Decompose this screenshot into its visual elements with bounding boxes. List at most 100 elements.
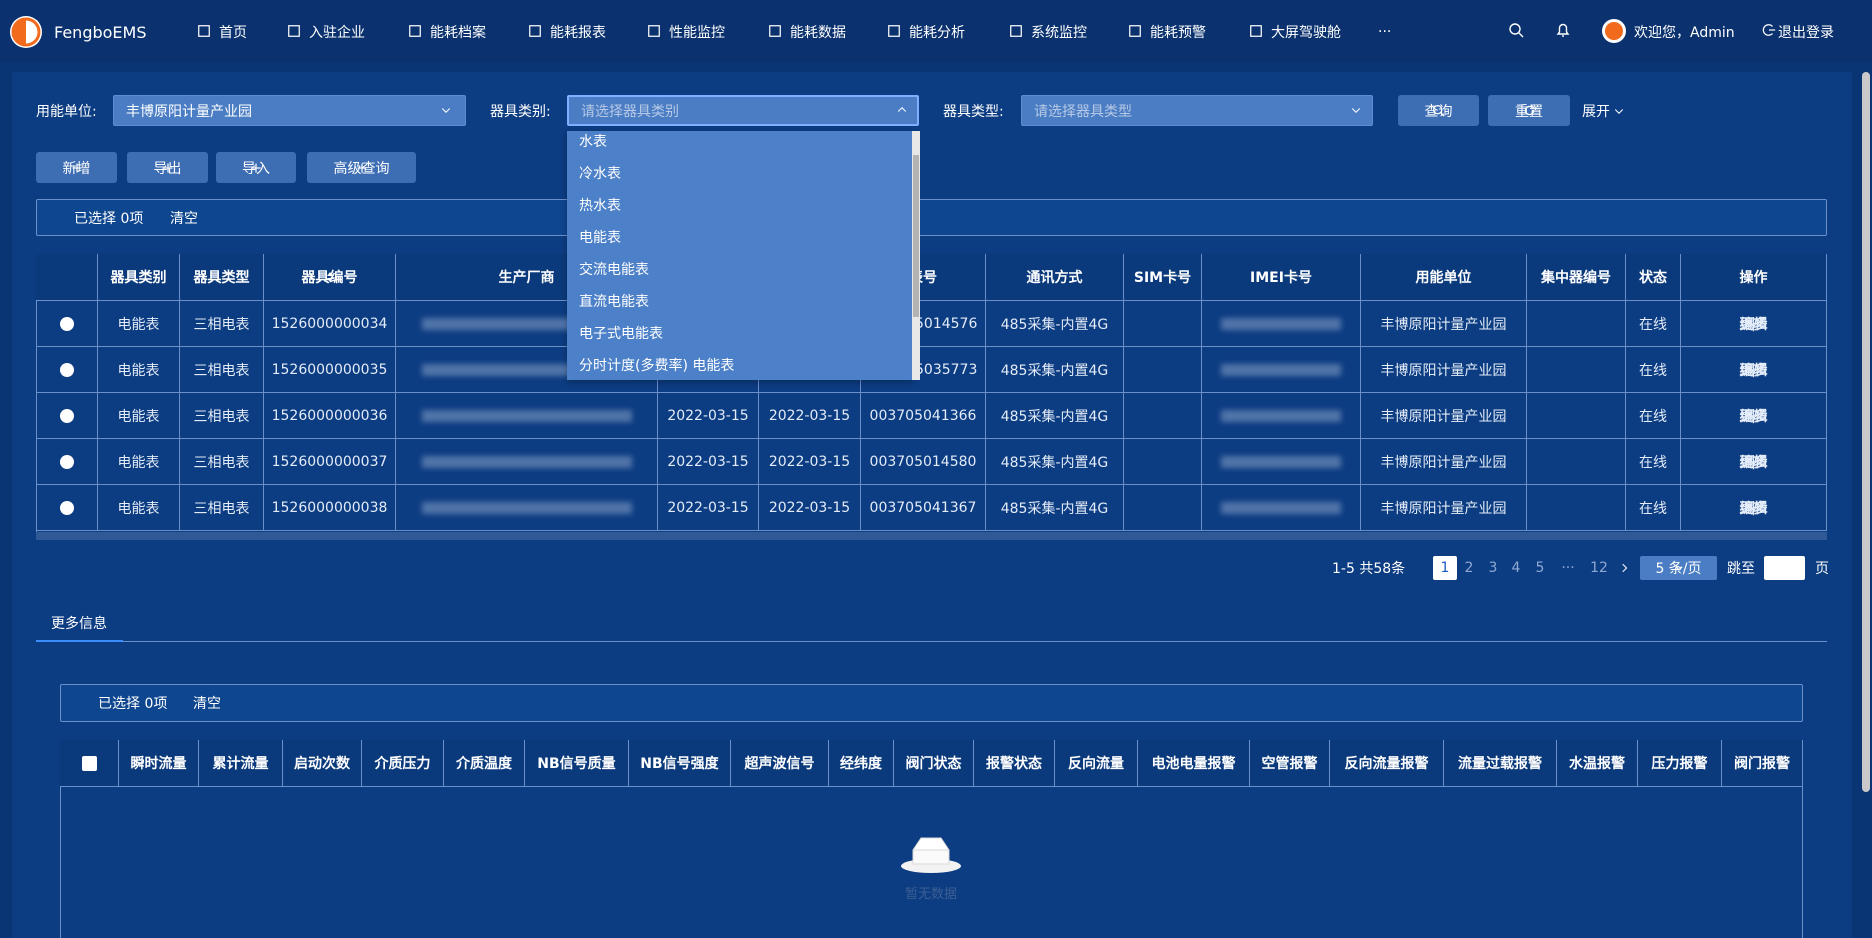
- dropdown-option[interactable]: 电能表: [579, 230, 621, 246]
- nav-icon: [1128, 24, 1142, 38]
- more-link[interactable]: 更多: [1739, 316, 1768, 333]
- table-header-cell: 通讯方式: [986, 254, 1124, 301]
- dropdown-option[interactable]: 交流电能表: [579, 262, 649, 278]
- edit-link[interactable]: 编辑: [1739, 362, 1768, 379]
- cell-text: 丰博原阳计量产业园: [1380, 316, 1507, 333]
- nav-item[interactable]: 能耗档案: [430, 25, 486, 41]
- dropdown-option[interactable]: 直流电能表: [579, 294, 649, 310]
- page-number[interactable]: 1: [1433, 556, 1457, 580]
- table-cell: 485采集-内置4G: [986, 439, 1124, 485]
- page-number[interactable]: 5: [1535, 560, 1545, 576]
- user-name[interactable]: 欢迎您，Admin: [1634, 25, 1735, 41]
- expand-link[interactable]: 展开: [1582, 103, 1610, 120]
- nav-item[interactable]: 能耗数据: [790, 25, 846, 41]
- tab[interactable]: 更多信息: [51, 616, 107, 632]
- header-text: 介质温度: [456, 756, 512, 772]
- category-select[interactable]: 请选择器具类别: [567, 95, 919, 126]
- filter-label: 用能单位:: [36, 103, 97, 120]
- row-radio[interactable]: [59, 362, 74, 377]
- table-cell: 丰博原阳计量产业园: [1361, 301, 1527, 347]
- table-header-cell: 压力报警: [1638, 740, 1722, 787]
- row-radio[interactable]: [59, 316, 74, 331]
- nav-item[interactable]: 入驻企业: [309, 25, 365, 41]
- reset-button[interactable]: 重置: [1488, 95, 1570, 126]
- cell-text: 在线: [1639, 454, 1667, 471]
- header-text: 操作: [1739, 270, 1768, 286]
- table-header-cell: 集中器编号: [1527, 254, 1626, 301]
- cell-text: 三相电表: [193, 454, 250, 471]
- blurred-text: [421, 409, 632, 422]
- toolbar-button[interactable]: 导出: [127, 152, 208, 183]
- table-cell: 三相电表: [180, 301, 264, 347]
- page-label: 页: [1815, 561, 1829, 577]
- nav-item[interactable]: 能耗报表: [550, 25, 606, 41]
- clear-link[interactable]: 清空: [193, 696, 221, 712]
- more-link[interactable]: 更多: [1739, 500, 1768, 517]
- edit-link[interactable]: 编辑: [1739, 408, 1768, 425]
- row-radio[interactable]: [59, 408, 74, 423]
- chevron: [440, 104, 452, 116]
- nav-item[interactable]: 首页: [219, 25, 247, 41]
- table-cell: 三相电表: [180, 347, 264, 393]
- table-header-cell: 阀门报警: [1722, 740, 1803, 787]
- dropdown-option[interactable]: 冷水表: [579, 166, 621, 182]
- goto-input[interactable]: [1764, 556, 1805, 580]
- blurred-text: [1221, 455, 1341, 468]
- table-cell: 1526000000036: [264, 393, 396, 439]
- table-header-cell: 超声波信号: [731, 740, 829, 787]
- tab-active-line: [36, 640, 123, 642]
- page-number[interactable]: 4: [1511, 560, 1521, 576]
- brand[interactable]: FengboEMS: [54, 22, 147, 42]
- table-header-cell: 器具类别: [98, 254, 180, 301]
- nav-item[interactable]: 能耗预警: [1150, 25, 1206, 41]
- more-link[interactable]: 更多: [1739, 408, 1768, 425]
- cell-text: 丰博原阳计量产业园: [1380, 362, 1507, 379]
- nav-item[interactable]: 大屏驾驶舱: [1271, 25, 1341, 41]
- cell-text: 5035773: [915, 361, 978, 378]
- type-select[interactable]: 请选择器具类型: [1021, 95, 1373, 126]
- dropdown-option[interactable]: 分时计度(多费率) 电能表: [579, 358, 735, 374]
- clear-link[interactable]: 清空: [170, 210, 198, 227]
- table-header-cell: 器具类型: [180, 254, 264, 301]
- dropdown-option[interactable]: 水表: [579, 134, 607, 150]
- table-header-cell: 电池电量报警: [1138, 740, 1250, 787]
- page-number[interactable]: 3: [1488, 560, 1498, 576]
- cell-text: 2022-03-15: [667, 453, 749, 470]
- row-radio[interactable]: [59, 454, 74, 469]
- page-prev[interactable]: [1413, 556, 1427, 580]
- toolbar-button[interactable]: 导入: [216, 152, 296, 183]
- selection-bar: [60, 684, 1803, 722]
- row-radio[interactable]: [59, 500, 74, 515]
- nav-item[interactable]: 能耗分析: [909, 25, 965, 41]
- edit-link[interactable]: 编辑: [1739, 454, 1768, 471]
- toolbar-button[interactable]: 高级查询: [307, 152, 416, 183]
- search-button[interactable]: 查询: [1398, 95, 1479, 126]
- nav-more[interactable]: ···: [1378, 24, 1392, 40]
- unit-select[interactable]: 丰博原阳计量产业园: [113, 95, 466, 126]
- logo: [10, 16, 42, 48]
- table-header-cell: 反向流量报警: [1330, 740, 1444, 787]
- nav-item[interactable]: 系统监控: [1031, 25, 1087, 41]
- page-number[interactable]: 2: [1464, 560, 1474, 576]
- edit-link[interactable]: 编辑: [1739, 500, 1768, 517]
- more-link[interactable]: 更多: [1739, 454, 1768, 471]
- dropdown-option[interactable]: 热水表: [579, 198, 621, 214]
- filter-label: 器具类型:: [943, 103, 1004, 120]
- nav-item[interactable]: 性能监控: [669, 25, 725, 41]
- page-size-select[interactable]: 5 条/页: [1640, 556, 1717, 580]
- logout[interactable]: 退出登录: [1778, 25, 1834, 41]
- table-cell: 1526000000038: [264, 485, 396, 531]
- toolbar-button[interactable]: 新增: [36, 152, 117, 183]
- table-cell: 5014576: [861, 301, 986, 347]
- table-cell: [1124, 347, 1202, 393]
- edit-link[interactable]: 编辑: [1739, 316, 1768, 333]
- select-all-checkbox[interactable]: [81, 755, 97, 771]
- page-summary: 1-5 共58条: [1332, 561, 1406, 577]
- blurred-text: [1221, 363, 1341, 376]
- dropdown-option[interactable]: 电子式电能表: [579, 326, 663, 342]
- table-cell: 2022-03-15: [759, 393, 861, 439]
- page-number[interactable]: 12: [1590, 560, 1608, 576]
- blurred-text: [1221, 317, 1341, 330]
- more-link[interactable]: 更多: [1739, 362, 1768, 379]
- header-text: 反向流量: [1068, 756, 1124, 772]
